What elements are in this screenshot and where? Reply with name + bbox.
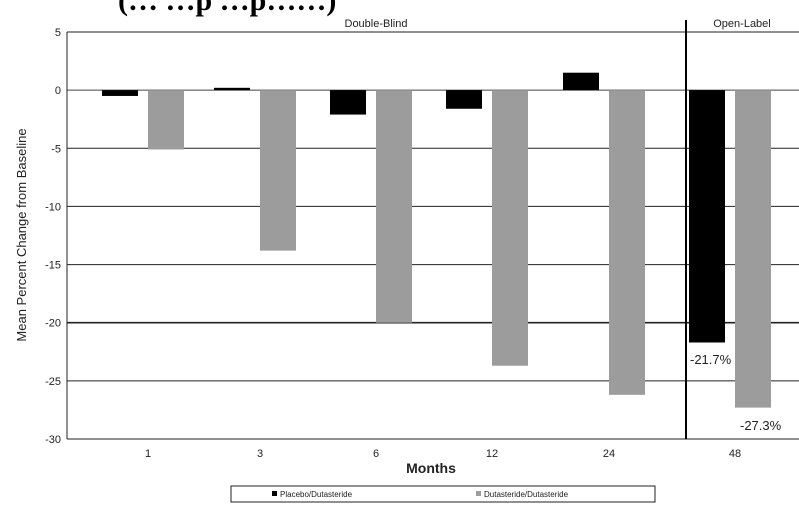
y-tick-label: -20 <box>45 318 61 330</box>
x-tick-label: 24 <box>603 448 615 460</box>
data-label-dutasteride-48: -27.3% <box>740 418 782 433</box>
bar-dutasteride <box>260 90 296 251</box>
y-tick-label: -30 <box>45 434 61 446</box>
legend-swatch-placebo <box>272 491 277 496</box>
bar-placebo <box>102 90 138 96</box>
chart-title: (… …p …p……) <box>118 0 337 17</box>
section-label-double-blind: Double-Blind <box>345 18 408 30</box>
y-tick-label: -15 <box>45 260 61 272</box>
bar-dutasteride <box>148 90 184 150</box>
x-tick-label: 3 <box>257 448 263 460</box>
legend-swatch-dutasteride <box>476 491 481 496</box>
y-tick-label: -10 <box>45 201 61 213</box>
chart-title-clipped: (… …p …p……) <box>0 0 799 18</box>
x-tick-label: 48 <box>729 448 741 460</box>
bar-placebo <box>446 90 482 109</box>
section-label-open-label: Open-Label <box>713 18 771 30</box>
y-axis-label: Mean Percent Change from Baseline <box>14 128 29 341</box>
x-tick-label: 6 <box>373 448 379 460</box>
y-tick-label: -25 <box>45 376 61 388</box>
bar-dutasteride <box>492 90 528 366</box>
y-tick-label: 5 <box>55 27 61 39</box>
bar-placebo <box>689 90 725 343</box>
x-tick-label: 1 <box>145 448 151 460</box>
bar-dutasteride <box>609 90 645 395</box>
bar-dutasteride <box>376 90 412 323</box>
legend-box <box>230 485 656 503</box>
y-tick-label: 0 <box>55 85 61 97</box>
x-tick-label: 12 <box>486 448 498 460</box>
data-label-placebo-48: -21.7% <box>690 352 732 367</box>
y-tick-label: -5 <box>51 143 61 155</box>
x-axis-label: Months <box>406 460 456 476</box>
bar-placebo <box>330 90 366 115</box>
bar-placebo <box>563 72 599 91</box>
legend-label-placebo: Placebo/Dutasteride <box>280 490 353 499</box>
legend-label-dutasteride: Dutasteride/Dutasteride <box>484 490 569 499</box>
bar-dutasteride <box>735 90 771 408</box>
bar-placebo <box>214 87 250 91</box>
